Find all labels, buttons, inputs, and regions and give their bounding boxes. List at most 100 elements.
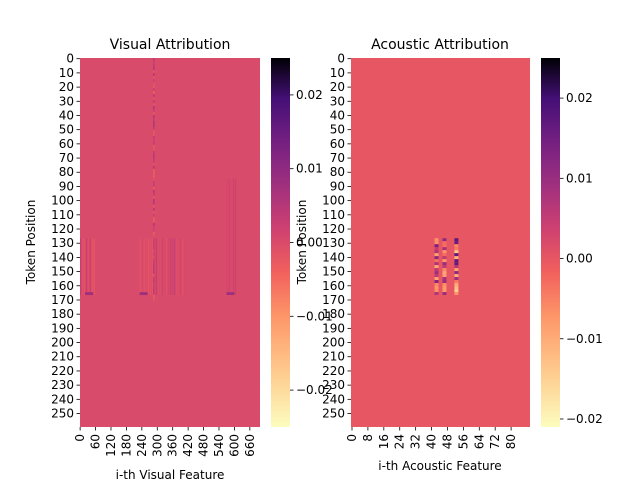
heatmap-cell xyxy=(153,234,155,238)
y-tick-label: 90 xyxy=(330,179,345,193)
y-tick-label: 190 xyxy=(51,321,74,335)
y-tick-label: 140 xyxy=(51,250,74,264)
heatmap-cell xyxy=(149,238,151,296)
heatmap-cell xyxy=(153,162,155,166)
x-tick-label: 24 xyxy=(393,434,407,449)
colorbar-gradient xyxy=(541,58,560,427)
colorbar-ticks: 0.02 0.01 0.00 −0.01 −0.02 xyxy=(290,88,333,397)
heatmap-cell xyxy=(159,238,162,296)
heatmap-cell xyxy=(434,292,439,296)
x-tick-label: 540 xyxy=(212,434,226,457)
heatmap-cell xyxy=(141,238,143,296)
heatmap-cell xyxy=(153,210,155,214)
heatmap-cell xyxy=(153,78,155,82)
heatmap-cell xyxy=(454,238,459,242)
heatmap-cell xyxy=(434,286,439,290)
heatmap-cell xyxy=(85,292,94,296)
heatmap-cell xyxy=(153,207,155,211)
heatmap-cell xyxy=(442,244,447,248)
heatmap-cell xyxy=(153,261,155,265)
heatmap-cell xyxy=(153,204,155,208)
heatmap-cell xyxy=(235,178,237,296)
y-tick-label: 160 xyxy=(51,279,74,293)
heatmap-cell xyxy=(434,238,439,242)
x-tick-label: 64 xyxy=(472,434,486,449)
colorbar-tick-label: 0.02 xyxy=(566,91,593,105)
heatmap-cell xyxy=(184,238,186,296)
heatmap-cell xyxy=(454,274,459,278)
heatmap-cell xyxy=(153,192,155,196)
heatmap-cell xyxy=(434,289,439,293)
heatmap-cell xyxy=(442,292,447,296)
heatmap-cell xyxy=(434,283,439,287)
heatmap-cell xyxy=(180,238,182,296)
heatmap-cell xyxy=(153,126,155,130)
y-tick-label: 90 xyxy=(59,179,74,193)
heatmap-cell xyxy=(153,144,155,148)
heatmap-cell xyxy=(442,286,447,290)
heatmap-cell xyxy=(167,238,170,296)
heatmap-cell xyxy=(147,238,149,296)
heatmap-cell xyxy=(153,84,155,88)
x-tick-label: 48 xyxy=(440,434,454,449)
x-tick-label: 600 xyxy=(227,434,241,457)
y-tick-label: 230 xyxy=(51,378,74,392)
heatmap-cell xyxy=(434,247,439,251)
heatmap-features xyxy=(80,58,237,301)
heatmap-cell xyxy=(153,243,155,247)
y-tick-label: 230 xyxy=(322,378,345,392)
x-tick-label: 32 xyxy=(409,434,423,449)
heatmap-cell xyxy=(153,153,155,157)
heatmap-cell xyxy=(153,135,155,139)
heatmap-cell xyxy=(153,69,155,73)
heatmap-cell xyxy=(226,178,228,296)
y-tick-label: 50 xyxy=(59,123,74,137)
heatmap-cell xyxy=(442,283,447,287)
y-tick-label: 30 xyxy=(330,94,345,108)
x-tick-label: 480 xyxy=(197,434,211,457)
colorbar-tick-label: −0.01 xyxy=(566,332,603,346)
heatmap-cell xyxy=(182,238,184,296)
y-tick-label: 150 xyxy=(51,265,74,279)
heatmap-cell xyxy=(454,268,459,272)
x-tick-label: 120 xyxy=(104,434,118,457)
heatmap-cell xyxy=(153,285,155,289)
heatmap-cell xyxy=(176,238,178,296)
y-tick-label: 120 xyxy=(51,222,74,236)
heatmap-cell xyxy=(153,141,155,145)
heatmap-cell xyxy=(139,292,148,296)
heatmap-cell xyxy=(153,237,155,241)
heatmap-cell xyxy=(153,87,155,91)
y-tick-label: 250 xyxy=(322,407,345,421)
heatmap-cell xyxy=(228,178,230,296)
heatmap-cell xyxy=(153,61,155,64)
heatmap-cell xyxy=(434,268,439,272)
heatmap-cell xyxy=(153,138,155,142)
heatmap-cell xyxy=(151,238,154,296)
y-tick-label: 20 xyxy=(330,80,345,94)
heatmap-area xyxy=(351,58,530,427)
y-tick-label: 50 xyxy=(330,123,345,137)
y-tick-label: 240 xyxy=(322,392,345,406)
heatmap-cell xyxy=(153,72,155,76)
heatmap-cell xyxy=(434,262,439,266)
y-tick-label: 160 xyxy=(322,279,345,293)
heatmap-cell xyxy=(153,147,155,151)
heatmap-cell xyxy=(153,195,155,199)
x-tick-label: 0 xyxy=(345,434,359,442)
heatmap-cell xyxy=(153,246,155,250)
heatmap-cell xyxy=(153,102,155,106)
heatmap-cell xyxy=(153,75,155,79)
heatmap-cell xyxy=(434,250,439,254)
heatmap-cell xyxy=(153,93,155,97)
heatmap-cell xyxy=(434,277,439,281)
heatmap-cell xyxy=(442,250,447,254)
heatmap-cell xyxy=(153,279,155,283)
y-tick-label: 220 xyxy=(322,364,345,378)
y-tick-label: 190 xyxy=(322,321,345,335)
heatmap-cell xyxy=(153,294,155,298)
heatmap-cell xyxy=(161,238,164,296)
x-tick-label: 360 xyxy=(166,434,180,457)
heatmap-cell xyxy=(153,267,155,271)
heatmap-cell xyxy=(434,256,439,260)
